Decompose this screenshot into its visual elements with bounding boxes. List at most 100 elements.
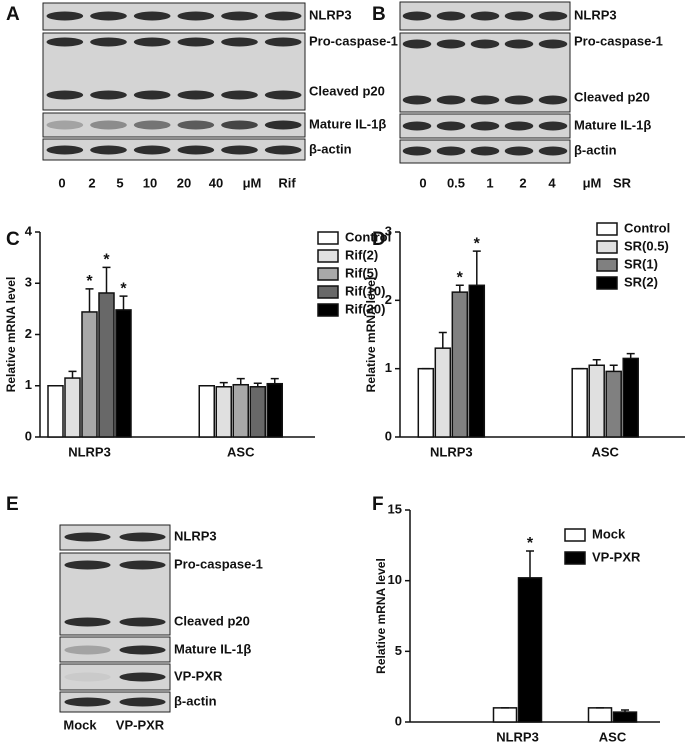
blot-band — [221, 90, 258, 100]
blot-box — [59, 636, 171, 663]
legend-label: Rif(5) — [345, 265, 378, 280]
blot-box — [42, 32, 306, 111]
panel-label: D — [372, 229, 386, 250]
x-tick-label: NLRP3 — [496, 729, 539, 744]
y-axis-label: Relative mRNA level — [374, 558, 388, 674]
blot-band — [64, 645, 111, 655]
legend-swatch — [317, 249, 339, 263]
bar — [451, 291, 469, 438]
error-bar — [68, 370, 77, 379]
blot-band — [64, 672, 111, 682]
bar — [612, 711, 638, 723]
blot-band — [64, 560, 111, 570]
blot-label: VP-PXR — [174, 668, 223, 683]
error-bar — [253, 382, 262, 387]
blot-band — [119, 645, 166, 655]
error-bar — [219, 381, 228, 387]
panel-label: F — [372, 494, 384, 515]
blot-band — [402, 121, 432, 131]
y-tick-label: 3 — [25, 275, 32, 290]
blot-band — [90, 37, 127, 47]
lane-label: 2 — [519, 175, 526, 190]
significance-mark: * — [103, 252, 110, 269]
blot-band — [177, 37, 215, 47]
lane-label: 10 — [143, 175, 157, 190]
blot-label: Cleaved p20 — [174, 613, 250, 628]
error-bar — [609, 364, 618, 372]
y-tick-label: 0 — [395, 713, 402, 728]
blot-band — [119, 532, 166, 542]
blot-band — [177, 11, 215, 21]
blot-band — [504, 146, 534, 156]
blot-band — [402, 146, 432, 156]
bar — [587, 707, 613, 723]
blot-band — [90, 90, 127, 100]
blot-band — [538, 11, 568, 21]
blot-band — [470, 39, 500, 49]
blot-band — [177, 90, 215, 100]
bar — [198, 385, 215, 438]
blot-band — [436, 95, 466, 105]
blot-band — [90, 145, 127, 155]
blot-label: β-actin — [309, 141, 352, 156]
unit-label: μM — [583, 175, 602, 190]
error-bar — [592, 359, 601, 366]
blot-label: NLRP3 — [309, 7, 352, 22]
legend-label: Rif(20) — [345, 301, 385, 316]
error-bar — [85, 288, 94, 312]
lane-label: 40 — [209, 175, 223, 190]
blot-band — [46, 90, 84, 100]
y-tick-label: 10 — [388, 572, 402, 587]
blot-band — [133, 37, 171, 47]
unit-label: μM — [243, 175, 262, 190]
legend-swatch — [596, 276, 618, 290]
bar — [622, 357, 639, 438]
lane-label: Mock — [63, 717, 97, 732]
legend-label: SR(1) — [624, 256, 658, 271]
bar — [64, 377, 81, 438]
blot-band — [538, 39, 568, 49]
blot-band — [402, 11, 432, 21]
legend-label: Rif(2) — [345, 247, 378, 262]
significance-mark: * — [457, 270, 464, 287]
bar — [517, 577, 543, 723]
blot-band — [470, 121, 500, 131]
blot-label: Pro-caspase-1 — [174, 556, 263, 571]
blot-band — [436, 11, 466, 21]
treatment-label: SR — [613, 175, 632, 190]
blot-band — [436, 121, 466, 131]
blot-band — [221, 37, 258, 47]
bar — [215, 386, 232, 438]
blot-band — [221, 11, 258, 21]
blot-band — [504, 39, 534, 49]
blot-band — [402, 39, 432, 49]
legend-label: Mock — [592, 526, 626, 541]
blot-band — [46, 37, 84, 47]
y-tick-label: 4 — [25, 223, 33, 238]
y-tick-label: 0 — [385, 428, 392, 443]
blot-label: Mature IL-1β — [174, 641, 251, 656]
y-tick-label: 2 — [25, 326, 32, 341]
blot-label: Pro-caspase-1 — [309, 33, 398, 48]
bar — [266, 382, 283, 438]
blot-band — [90, 120, 127, 130]
lane-label: VP-PXR — [116, 717, 165, 732]
lane-label: 4 — [548, 175, 556, 190]
legend-swatch — [317, 303, 339, 317]
x-tick-label: ASC — [599, 729, 627, 744]
error-bar — [455, 284, 464, 293]
blot-band — [221, 145, 258, 155]
error-bar — [621, 709, 629, 713]
significance-mark: * — [120, 280, 127, 297]
blot-band — [436, 146, 466, 156]
error-bar — [472, 250, 481, 286]
y-tick-label: 2 — [385, 292, 392, 307]
legend-label: Control — [624, 220, 670, 235]
bar — [81, 311, 98, 438]
bar — [98, 292, 115, 438]
lane-label: 0.5 — [447, 175, 465, 190]
legend-swatch — [564, 528, 586, 542]
lane-label: 0 — [419, 175, 426, 190]
bar — [417, 367, 435, 438]
